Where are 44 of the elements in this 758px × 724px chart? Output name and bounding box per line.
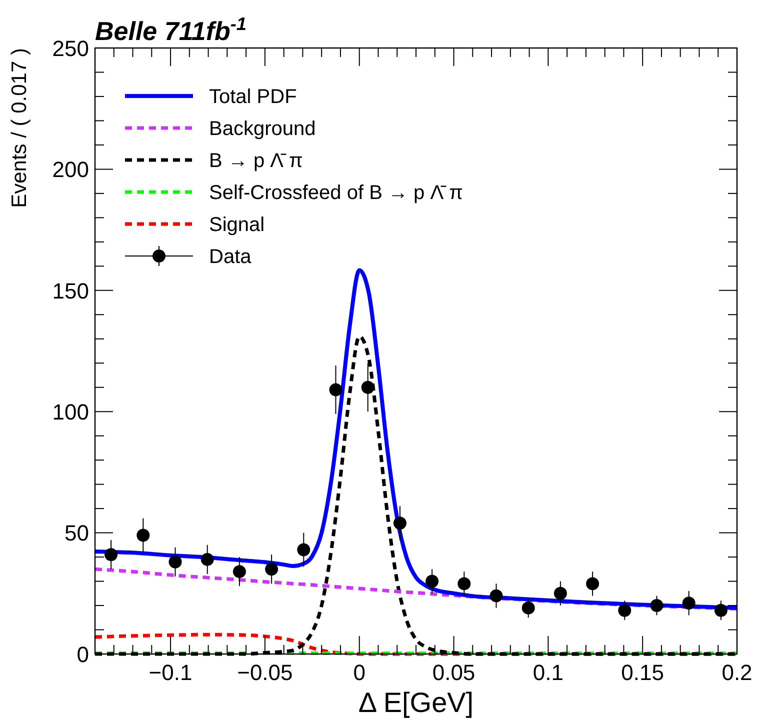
y-tick-label: 200 bbox=[52, 157, 89, 182]
y-tick-label: 150 bbox=[52, 278, 89, 304]
point bbox=[490, 589, 503, 602]
point bbox=[265, 562, 278, 576]
point bbox=[586, 577, 600, 590]
x-tick-label: 0.2 bbox=[722, 660, 752, 685]
point bbox=[426, 574, 439, 588]
y-tick-label: 50 bbox=[64, 520, 89, 546]
point bbox=[522, 601, 535, 614]
legend-label: Total PDF bbox=[209, 86, 297, 108]
point bbox=[297, 543, 310, 556]
point bbox=[200, 552, 214, 566]
legend-label: Self-Crossfeed of B → p Λ̄ π bbox=[209, 182, 463, 204]
point bbox=[361, 380, 374, 394]
y-tick-label: 0 bbox=[76, 642, 89, 667]
x-tick-label: 0 bbox=[353, 660, 366, 685]
line-series bbox=[93, 268, 739, 610]
y-tick-label: 250 bbox=[52, 36, 89, 61]
y-tick-label: 100 bbox=[52, 400, 89, 425]
x-tick-label: −0.05 bbox=[237, 660, 293, 685]
point bbox=[618, 604, 632, 617]
legend-label: Data bbox=[209, 246, 252, 268]
legend-label: B → p Λ̄ π bbox=[209, 150, 303, 172]
x-tick-label: 0.1 bbox=[532, 660, 564, 685]
point bbox=[682, 596, 696, 610]
point bbox=[554, 586, 567, 600]
legend-label: Background bbox=[209, 118, 316, 140]
point bbox=[329, 383, 342, 396]
point bbox=[458, 577, 471, 590]
point bbox=[714, 604, 728, 617]
point bbox=[650, 599, 664, 612]
legend-label: Signal bbox=[209, 214, 265, 236]
chart-title: Belle 711fb$^{-1}$ bbox=[95, 14, 247, 46]
point bbox=[168, 555, 182, 568]
x-tick-label: −0.1 bbox=[148, 660, 192, 685]
point bbox=[232, 565, 246, 578]
x-axis-title: Δ E[GeV] bbox=[358, 687, 474, 718]
x-tick-label: 0.15 bbox=[621, 660, 664, 685]
y-axis-title: Events / ( 0.017 ) bbox=[8, 48, 31, 208]
point bbox=[104, 548, 118, 562]
point bbox=[393, 516, 406, 530]
x-tick-label: 0.05 bbox=[432, 660, 476, 685]
point bbox=[136, 528, 150, 542]
line-series bbox=[93, 567, 739, 610]
